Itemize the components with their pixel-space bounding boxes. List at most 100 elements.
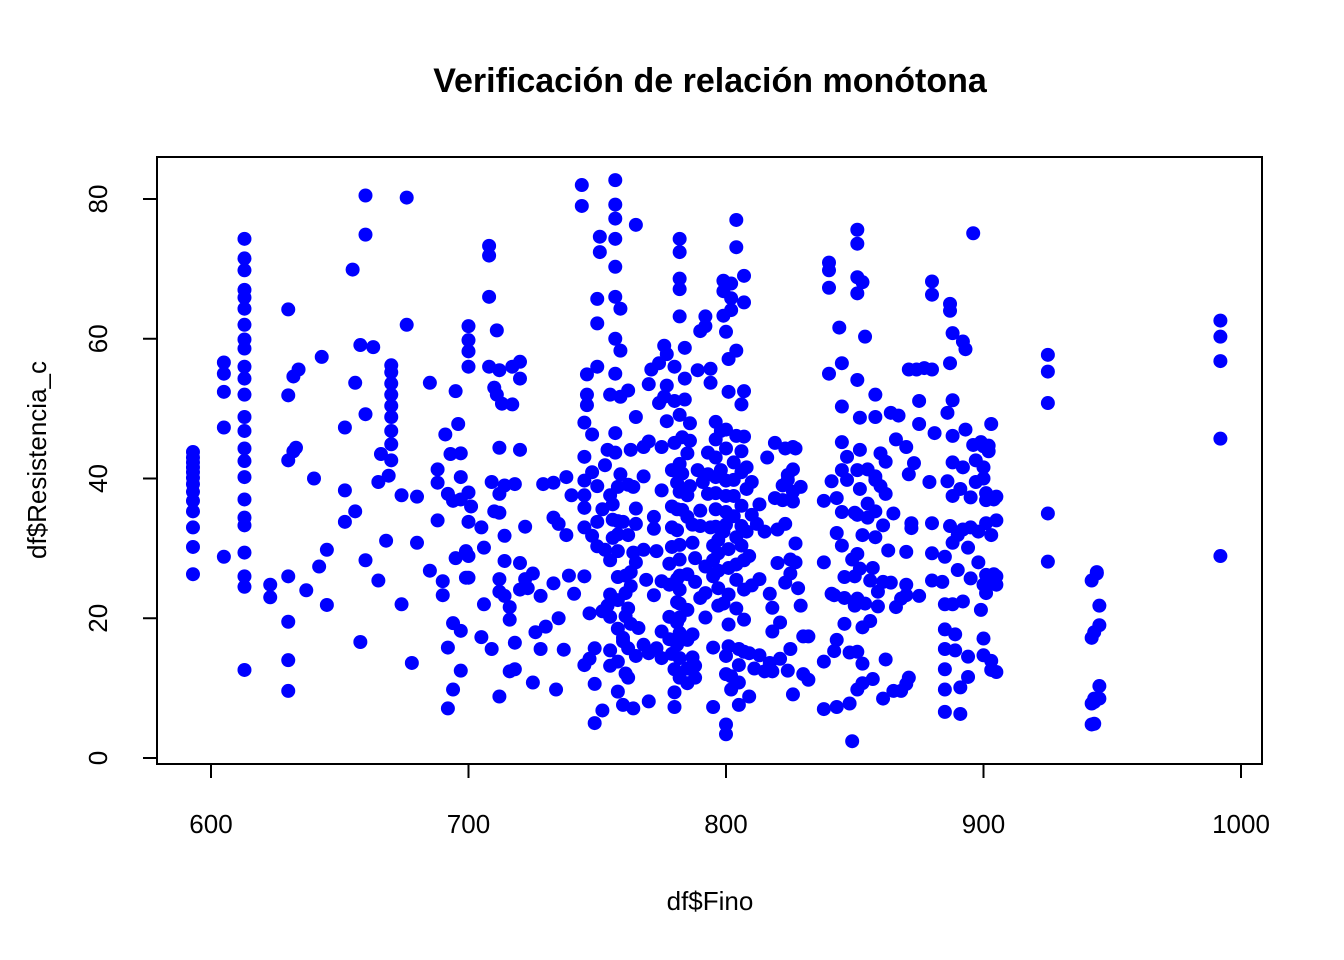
data-point [494,396,509,411]
data-point [788,536,803,551]
data-point [780,663,795,678]
data-point [693,519,708,534]
data-point [852,410,867,425]
data-point [1213,354,1228,369]
data-point [703,361,718,376]
data-point [876,691,891,706]
data-point [881,543,896,558]
data-point [384,398,399,413]
data-point [973,602,988,617]
data-point [237,441,252,456]
data-point [961,669,976,684]
data-point [384,387,399,402]
y-tick-label: 40 [83,464,113,493]
data-point [549,682,564,697]
data-point [345,262,360,277]
data-point [672,231,687,246]
data-point [863,614,878,629]
data-point [610,544,625,559]
data-point [713,463,728,478]
data-point [628,217,643,232]
data-point [237,510,252,525]
data-point [659,414,674,429]
data-point [829,632,844,647]
data-point [312,559,327,574]
points-layer [185,173,1228,749]
data-point [672,309,687,324]
data-point [737,429,752,444]
data-point [1040,364,1055,379]
data-point [610,654,625,669]
data-point [708,450,723,465]
data-point [940,405,955,420]
data-point [585,528,600,543]
data-point [446,682,461,697]
data-point [608,289,623,304]
data-point [703,375,718,390]
data-point [546,475,561,490]
data-point [394,597,409,612]
data-point [724,291,739,306]
data-point [739,460,754,475]
data-point [410,535,424,550]
data-point [773,615,788,630]
data-point [577,488,592,503]
data-point [945,326,960,341]
data-point [381,468,396,483]
data-point [654,483,669,498]
data-point [590,316,605,331]
data-point [533,641,548,656]
data-point [577,500,592,515]
x-tick-label: 1000 [1212,809,1270,839]
data-point [314,349,329,364]
data-point [608,197,623,212]
data-point [592,229,607,244]
data-point [613,343,628,358]
data-point [719,422,733,437]
data-point [587,676,602,691]
data-point [623,442,638,457]
data-point [677,340,692,355]
data-point [1040,347,1055,362]
data-point [672,537,687,552]
data-point [371,573,386,588]
data-point [729,240,744,255]
y-tick-label: 60 [83,324,113,353]
data-point [966,226,981,241]
data-point [721,587,736,602]
data-point [507,662,522,677]
data-point [525,675,540,690]
data-point [688,551,703,566]
data-point [237,332,252,347]
data-point [783,641,798,656]
data-point [505,397,520,412]
data-point [901,670,916,685]
data-point [729,343,744,358]
data-point [955,594,970,609]
data-point [925,362,939,377]
data-point [752,497,767,512]
data-point [384,376,399,391]
data-point [263,577,278,592]
data-point [906,456,921,471]
data-point [384,423,399,438]
y-axis-ticks: 0 20 40 60 80 [83,185,157,765]
data-point [476,540,491,555]
data-point [631,621,646,636]
data-point [281,302,296,317]
data-point [605,497,620,512]
data-point [492,363,507,378]
data-point [883,575,898,590]
data-point [724,276,739,291]
data-point [775,493,790,508]
data-point [765,600,780,615]
data-point [971,555,986,570]
data-point [358,407,373,422]
data-point [464,499,479,514]
data-point [337,514,352,529]
data-point [518,519,533,534]
data-point [288,440,303,455]
data-point [785,494,800,509]
data-point [536,477,551,492]
data-point [726,488,741,503]
